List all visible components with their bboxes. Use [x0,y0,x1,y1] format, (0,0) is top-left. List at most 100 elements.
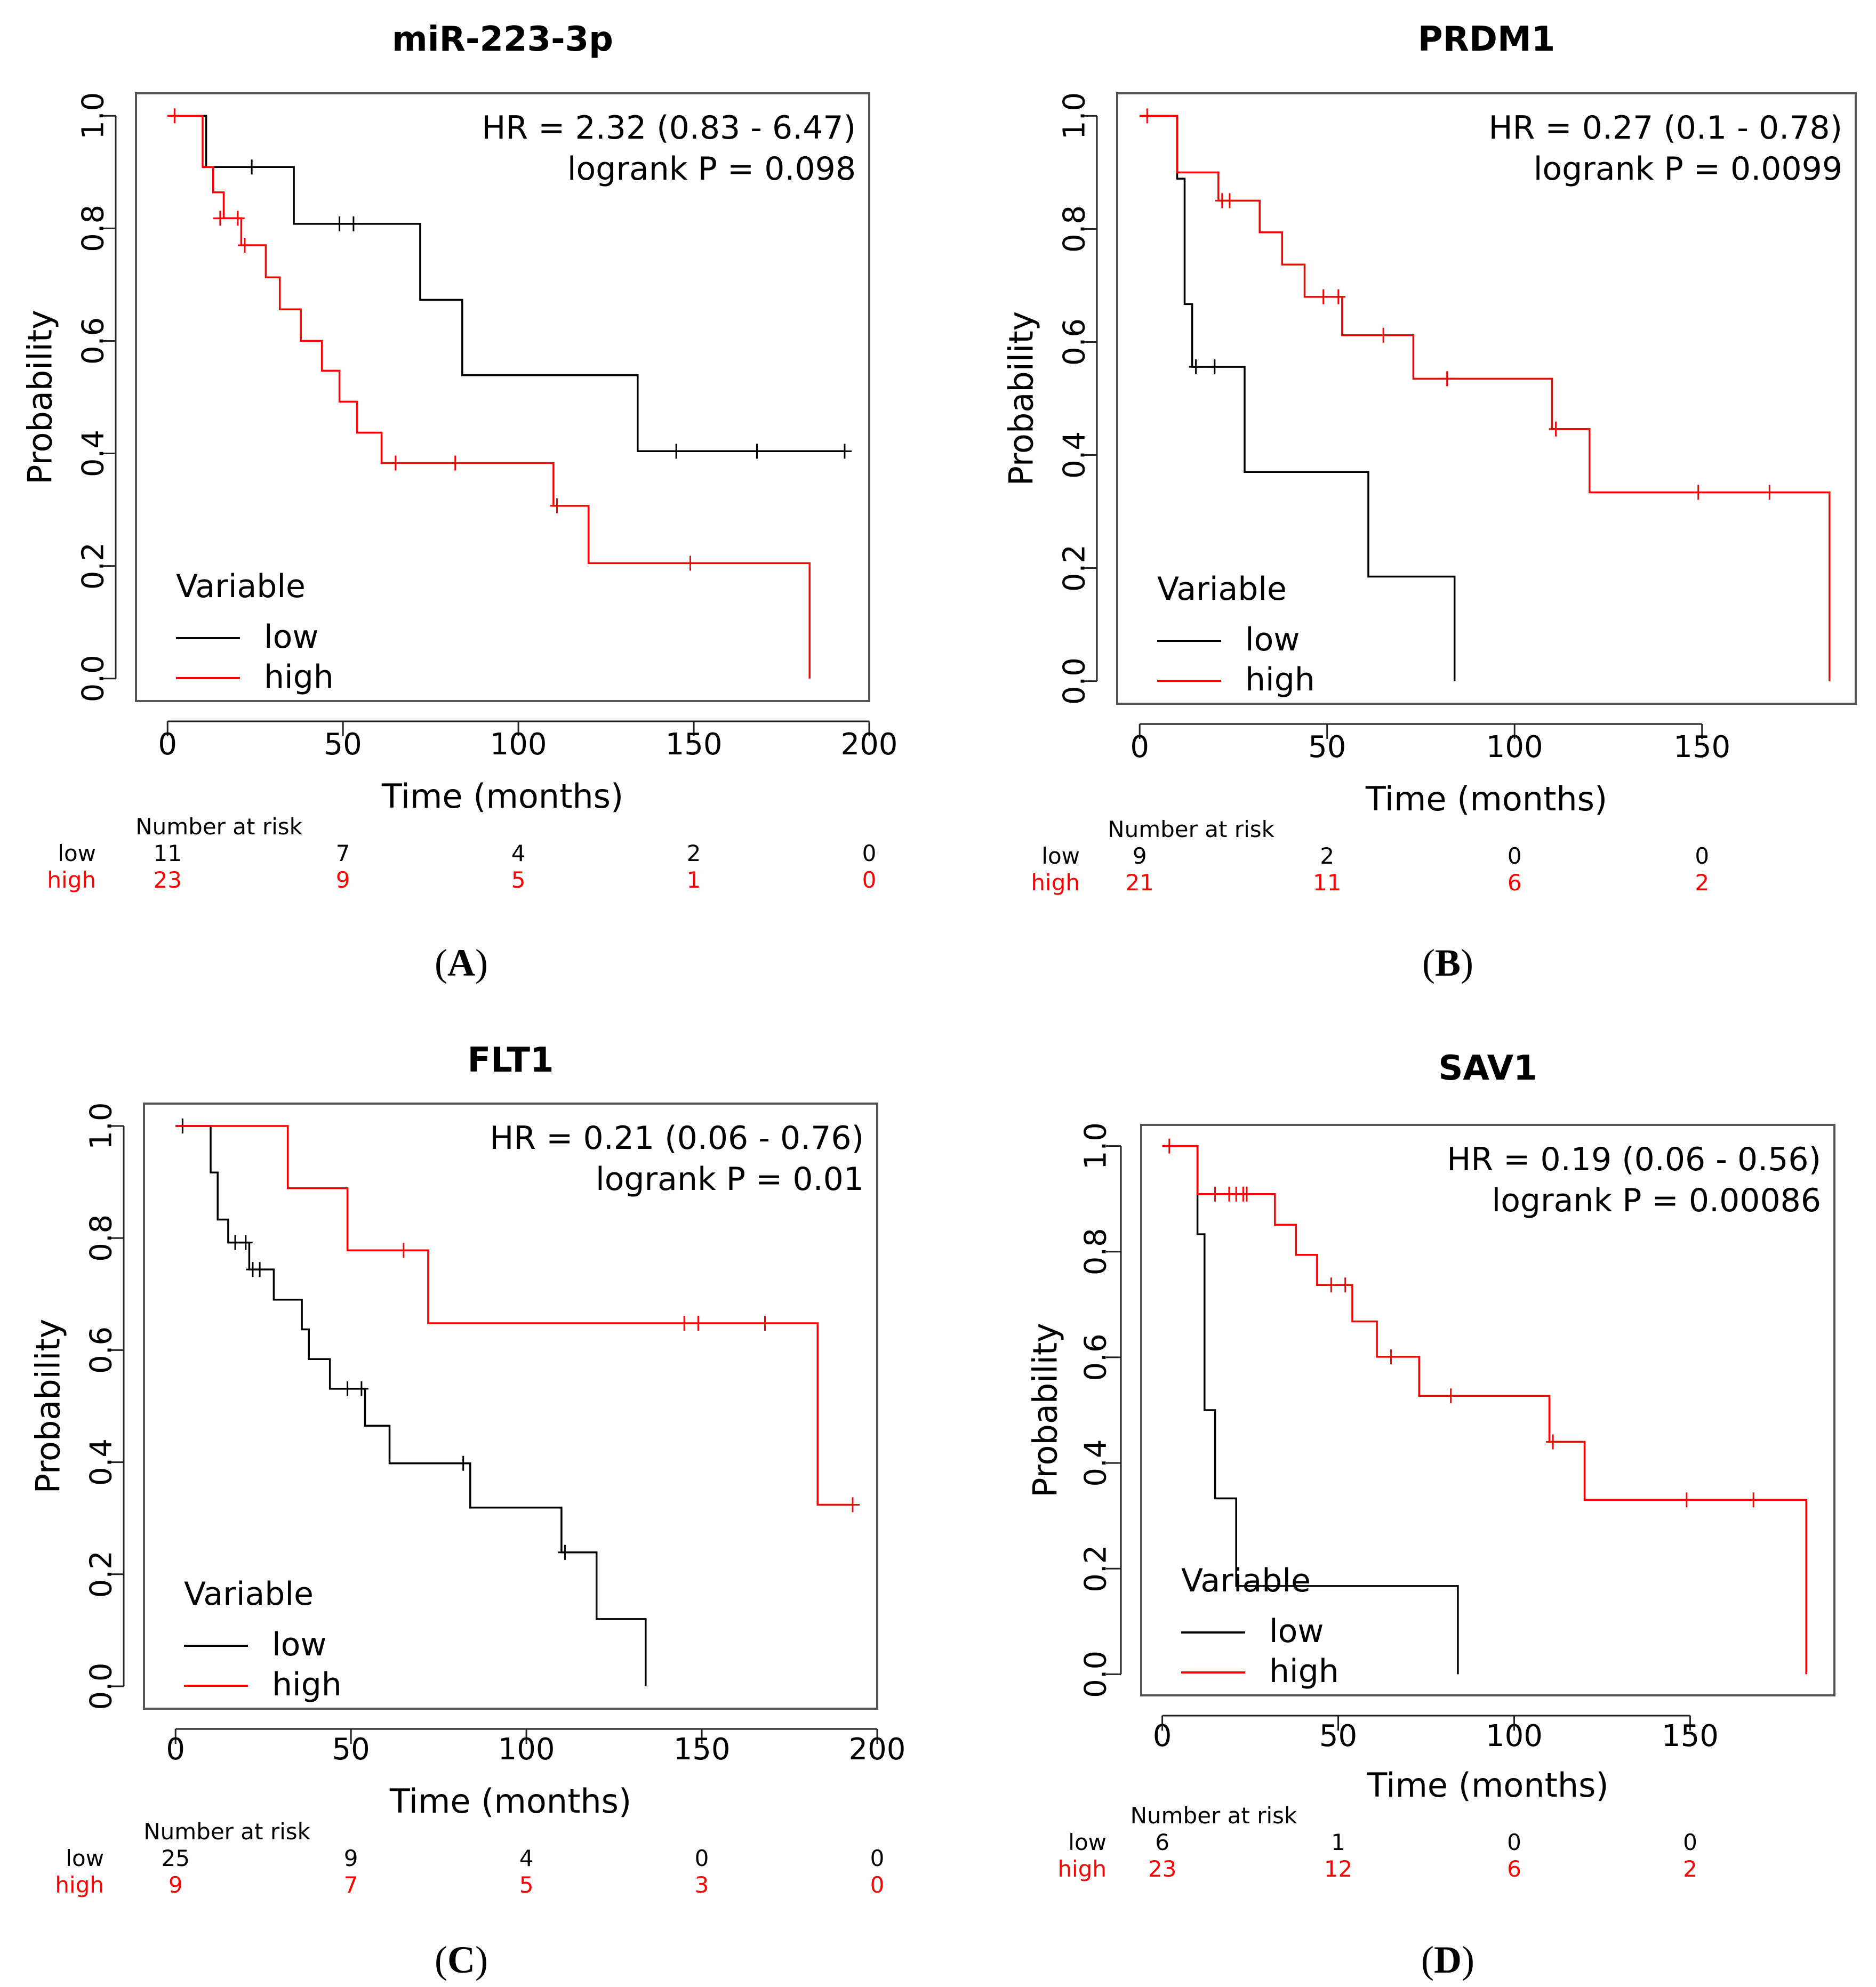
risk-count-low: 0 [1508,843,1522,869]
x-axis-label: Time (months) [1365,779,1607,818]
x-tick-label: 50 [332,1732,370,1767]
risk-row-label-low: low [1068,1829,1107,1855]
risk-count-low: 4 [511,840,526,866]
y-tick-label: 0.0 [76,655,111,702]
y-tick-label: 1.0 [1079,1122,1113,1170]
censor-mark-high [1338,1277,1352,1293]
risk-row-label-high: high [55,1872,104,1898]
km-curve-high [167,115,811,679]
panel-label: (D) [1421,1938,1474,1981]
y-tick-label: 0.2 [76,542,111,590]
y-axis-label: Probability [29,1319,68,1494]
risk-count-high: 21 [1125,870,1153,896]
risk-row-label-high: high [1031,870,1080,896]
censor-mark-low [1207,359,1222,375]
y-tick-label: 0.0 [84,1662,119,1710]
x-tick-label: 50 [324,727,362,762]
km-curve-low [1162,1145,1459,1675]
x-tick-label: 150 [674,1732,731,1767]
x-axis-label: Time (months) [381,777,623,816]
censor-mark-high [1762,485,1777,500]
y-tick-label: 0.6 [76,317,111,365]
censor-mark-low [558,1544,572,1560]
censor-mark-high [691,1315,705,1331]
risk-count-high: 6 [1508,870,1522,896]
plot-frame [143,1103,878,1710]
y-tick-label: 1.0 [76,92,111,140]
legend-label-high: high [272,1666,342,1703]
legend-title: Variable [176,568,306,605]
censor-mark-high [1679,1492,1694,1508]
risk-count-high: 23 [153,867,181,893]
censor-mark-high [1239,1186,1254,1202]
km-curve-high [1162,1145,1807,1675]
plot-title: PRDM1 [1418,20,1556,59]
risk-count-low: 2 [687,840,701,866]
x-axis-label: Time (months) [1366,1766,1608,1805]
censor-mark-high [845,1497,860,1513]
censor-mark-high [1746,1492,1761,1508]
risk-count-high: 9 [169,1872,183,1898]
hazard-ratio-text: HR = 0.27 (0.1 - 0.78) [1488,109,1842,147]
censor-mark-high [1384,1349,1398,1364]
y-axis-label: Probability [21,310,60,485]
y-tick-label: 0.0 [1057,657,1092,705]
risk-count-low: 11 [153,840,181,866]
risk-count-low: 7 [336,840,350,866]
panel-b: PRDM1 0 50 100 150 Time (months) 0.0 0.2 0.4 0.6 0… [1002,20,1857,984]
censor-mark-low [238,1235,253,1250]
censor-mark-high [1440,371,1454,387]
censor-mark-high [388,455,403,471]
risk-table-title: Number at risk [1108,816,1274,842]
censor-mark-low [1189,359,1203,375]
risk-table-title: Number at risk [143,1819,310,1845]
x-tick-label: 150 [1662,1719,1719,1753]
y-tick-label: 0.6 [1057,318,1092,366]
legend-title: Variable [1157,570,1287,608]
panel-label: (B) [1422,942,1473,984]
legend-label-low: low [264,618,318,656]
x-tick-label: 0 [1130,730,1149,765]
legend-label-high: high [264,658,334,696]
censor-mark-high [1331,289,1345,304]
logrank-p-text: logrank P = 0.01 [596,1161,864,1198]
y-tick-label: 0.2 [1057,544,1092,592]
panel-label: (A) [435,942,488,984]
censor-mark-low [340,1381,355,1396]
y-tick-label: 0.0 [1079,1651,1113,1698]
legend-label-low: low [1245,621,1300,658]
risk-count-high: 3 [695,1872,709,1898]
censor-mark-high [1444,1388,1458,1404]
plot-frame [1116,92,1857,705]
plot-title: SAV1 [1438,1049,1537,1088]
x-tick-label: 50 [1308,730,1346,765]
y-tick-label: 0.4 [1079,1439,1113,1487]
legend-label-high: high [1245,661,1315,698]
censor-mark-low [253,1262,267,1277]
risk-count-high: 5 [519,1872,534,1898]
censor-mark-high [1546,1434,1560,1450]
censor-mark-high [213,211,227,226]
x-tick-label: 0 [166,1732,185,1767]
x-tick-label: 100 [490,727,547,762]
risk-row-label-high: high [47,867,96,893]
x-tick-label: 50 [1319,1719,1357,1753]
risk-count-high: 23 [1148,1856,1176,1882]
plot-title: FLT1 [467,1041,554,1080]
y-axis-label: Probability [1026,1323,1065,1498]
x-tick-label: 150 [1673,730,1730,765]
x-tick-label: 0 [158,727,177,762]
logrank-p-text: logrank P = 0.098 [567,150,856,188]
risk-count-low: 0 [695,1845,709,1871]
risk-count-high: 5 [511,867,526,893]
censor-mark-low [669,444,684,459]
risk-count-low: 0 [1683,1829,1697,1855]
censor-mark-high [1691,485,1705,500]
censor-mark-high [1316,289,1330,304]
censor-mark-high [1162,1138,1176,1154]
censor-mark-high [1549,421,1563,437]
censor-mark-low [245,159,259,175]
y-tick-label: 0.6 [1079,1333,1113,1381]
